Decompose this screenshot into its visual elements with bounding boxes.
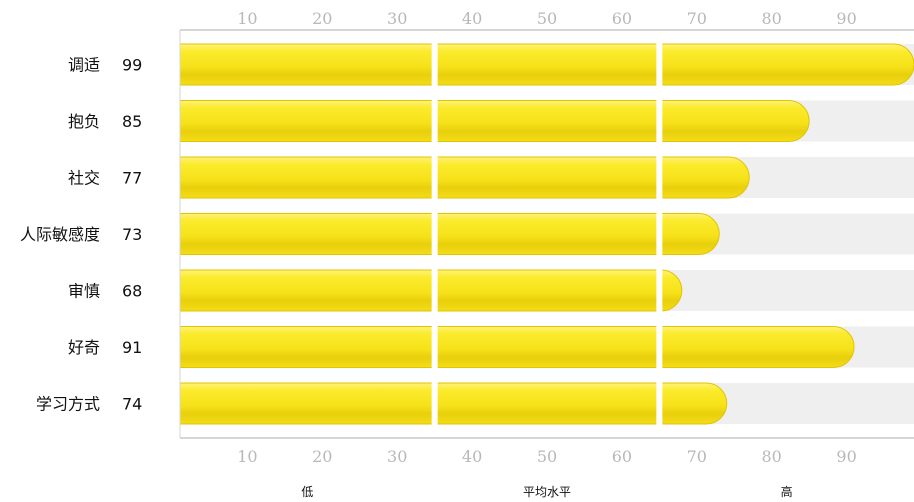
zone-dividers (431, 32, 663, 436)
value-label: 77 (122, 169, 142, 188)
value-label: 91 (122, 338, 142, 357)
tick-label-bottom: 20 (312, 447, 332, 466)
bar (179, 213, 720, 255)
bar (179, 43, 914, 86)
tick-label-top: 20 (312, 9, 332, 28)
tick-label-top: 40 (462, 9, 482, 28)
value-label: 68 (122, 282, 142, 301)
value-label: 73 (122, 225, 142, 244)
zone-label: 低 (301, 485, 313, 499)
value-label: 99 (122, 56, 142, 75)
category-labels: 调适 99 抱负 85 社交 77 人际敏感度 73 审慎 68 好奇 91 学习方式 74 (20, 56, 142, 414)
axes: 10 10 20 20 30 30 40 40 50 50 60 60 70 70 80 80 90 90 (179, 9, 914, 466)
tick-label-bottom: 90 (836, 447, 856, 466)
category-label: 调适 (68, 56, 100, 75)
tick-label-top: 10 (237, 9, 257, 28)
zone-divider (431, 32, 438, 436)
zone-labels: 低 平均水平 高 (301, 484, 792, 499)
tick-label-top: 50 (537, 9, 557, 28)
tick-label-bottom: 60 (612, 447, 632, 466)
bar (179, 100, 810, 142)
category-label: 抱负 (68, 112, 100, 131)
bars (179, 43, 914, 425)
category-label: 好奇 (68, 338, 100, 357)
tick-label-bottom: 30 (387, 447, 407, 466)
tick-label-bottom: 80 (762, 447, 782, 466)
tick-label-bottom: 50 (537, 447, 557, 466)
tick-label-bottom: 70 (687, 447, 707, 466)
tick-label-top: 80 (762, 9, 782, 28)
value-label: 85 (122, 112, 142, 131)
tick-label-top: 70 (687, 9, 707, 28)
tick-label-top: 30 (387, 9, 407, 28)
tick-label-bottom: 40 (462, 447, 482, 466)
category-label: 学习方式 (36, 395, 100, 414)
category-label: 社交 (68, 169, 100, 188)
zone-divider (656, 32, 663, 436)
category-label: 审慎 (68, 282, 100, 301)
zone-label: 平均水平 (523, 485, 571, 499)
bar (179, 382, 728, 425)
tick-label-bottom: 10 (237, 447, 257, 466)
bar (179, 156, 750, 199)
tick-label-top: 90 (836, 9, 856, 28)
tick-label-top: 60 (612, 9, 632, 28)
value-label: 74 (122, 395, 142, 414)
bar (179, 269, 683, 312)
zone-label: 高 (781, 484, 793, 499)
category-label: 人际敏感度 (20, 225, 100, 244)
bar (179, 326, 855, 368)
